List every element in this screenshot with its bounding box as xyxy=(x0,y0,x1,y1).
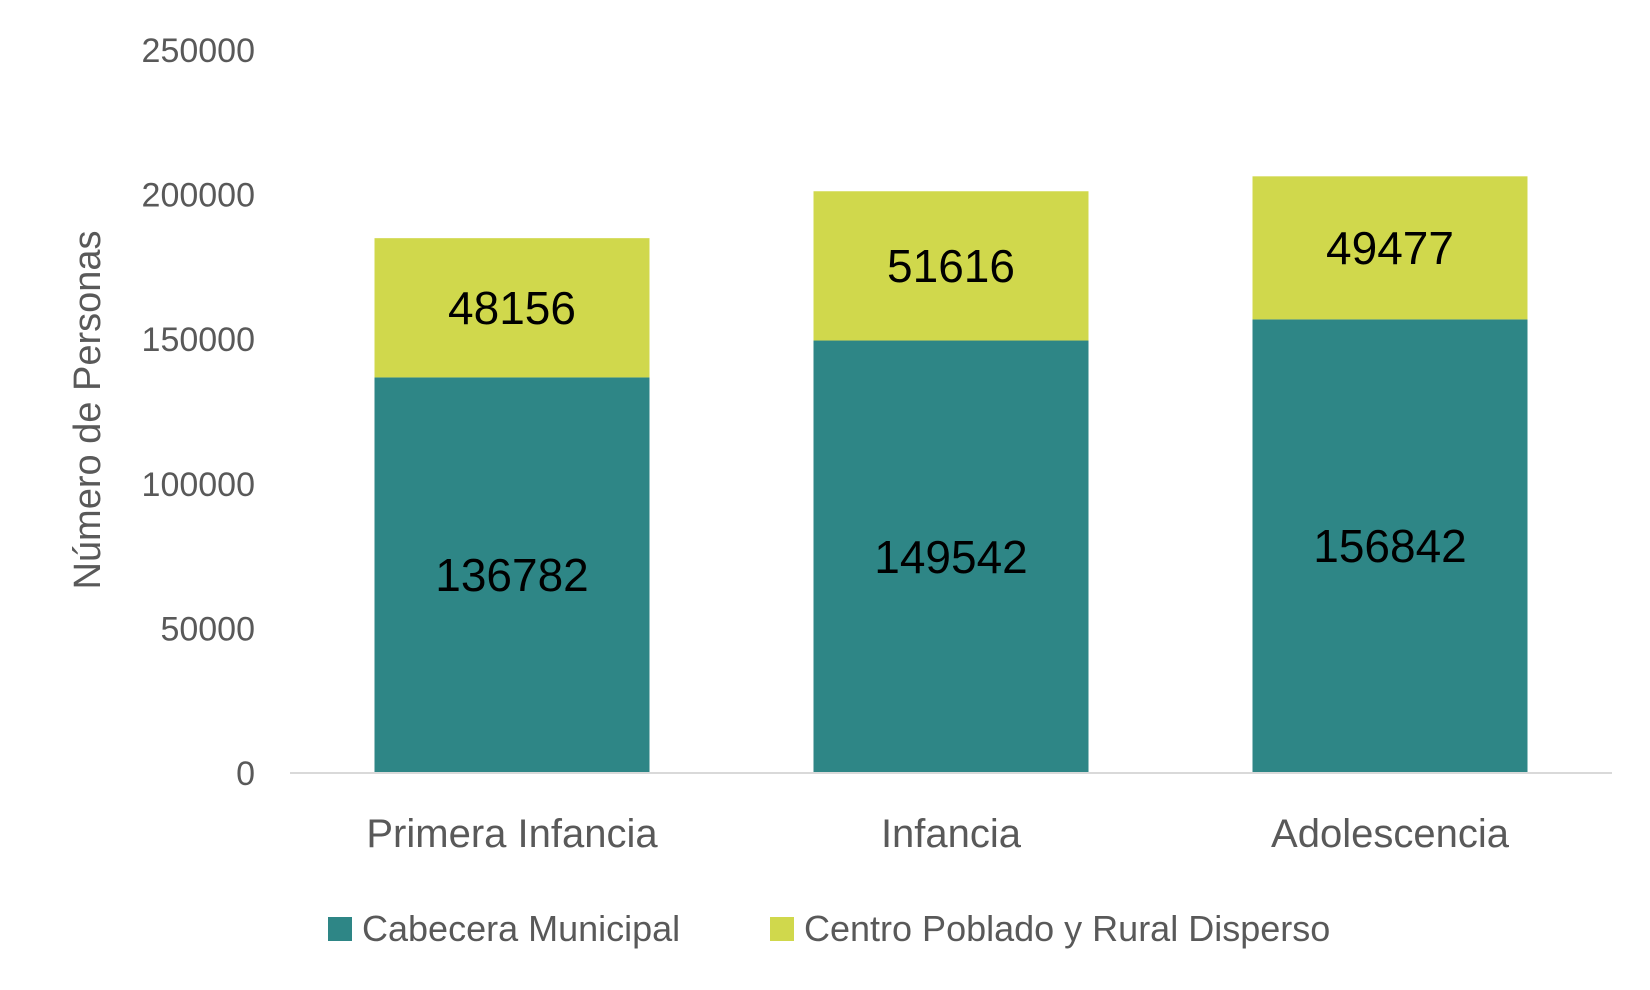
bar-segment-rural xyxy=(374,238,650,378)
data-label: 149542 xyxy=(874,531,1028,583)
data-label: 156842 xyxy=(1313,520,1467,572)
y-axis-title-group: Número de Personas xyxy=(67,230,109,589)
data-label: 51616 xyxy=(887,240,1015,292)
x-category-label: Infancia xyxy=(881,812,1022,856)
y-tick-label: 250000 xyxy=(142,32,255,70)
data-label: 49477 xyxy=(1326,222,1454,274)
bar-segment-cabecera xyxy=(374,377,650,773)
bar-segment-rural xyxy=(813,191,1089,341)
legend-label: Centro Poblado y Rural Disperso xyxy=(804,908,1330,949)
data-label: 48156 xyxy=(448,282,576,334)
data-labels-group: 136782 48156 149542 51616 156842 49477 xyxy=(435,222,1467,601)
y-tick-label: 50000 xyxy=(160,610,255,648)
legend-swatch xyxy=(328,917,352,941)
bar-segment-rural xyxy=(1252,176,1528,320)
y-tick-label: 150000 xyxy=(142,321,255,359)
y-tick-label: 100000 xyxy=(142,466,255,504)
y-tick-label: 0 xyxy=(236,755,255,793)
x-axis-labels: Primera Infancia Infancia Adolescencia xyxy=(366,812,1509,856)
bar-segment-cabecera xyxy=(813,340,1089,773)
bar-segment-cabecera xyxy=(1252,319,1528,773)
legend-swatch xyxy=(770,917,794,941)
data-label: 136782 xyxy=(435,549,589,601)
x-category-label: Primera Infancia xyxy=(366,812,658,856)
y-axis-ticks: 0 50000 100000 150000 200000 250000 xyxy=(142,32,255,793)
legend-label: Cabecera Municipal xyxy=(362,908,680,949)
y-axis-title: Número de Personas xyxy=(67,230,109,589)
x-category-label: Adolescencia xyxy=(1271,812,1510,856)
y-tick-label: 200000 xyxy=(142,177,255,215)
legend: Cabecera Municipal Centro Poblado y Rural… xyxy=(328,908,1330,949)
bars-group xyxy=(374,176,1528,773)
